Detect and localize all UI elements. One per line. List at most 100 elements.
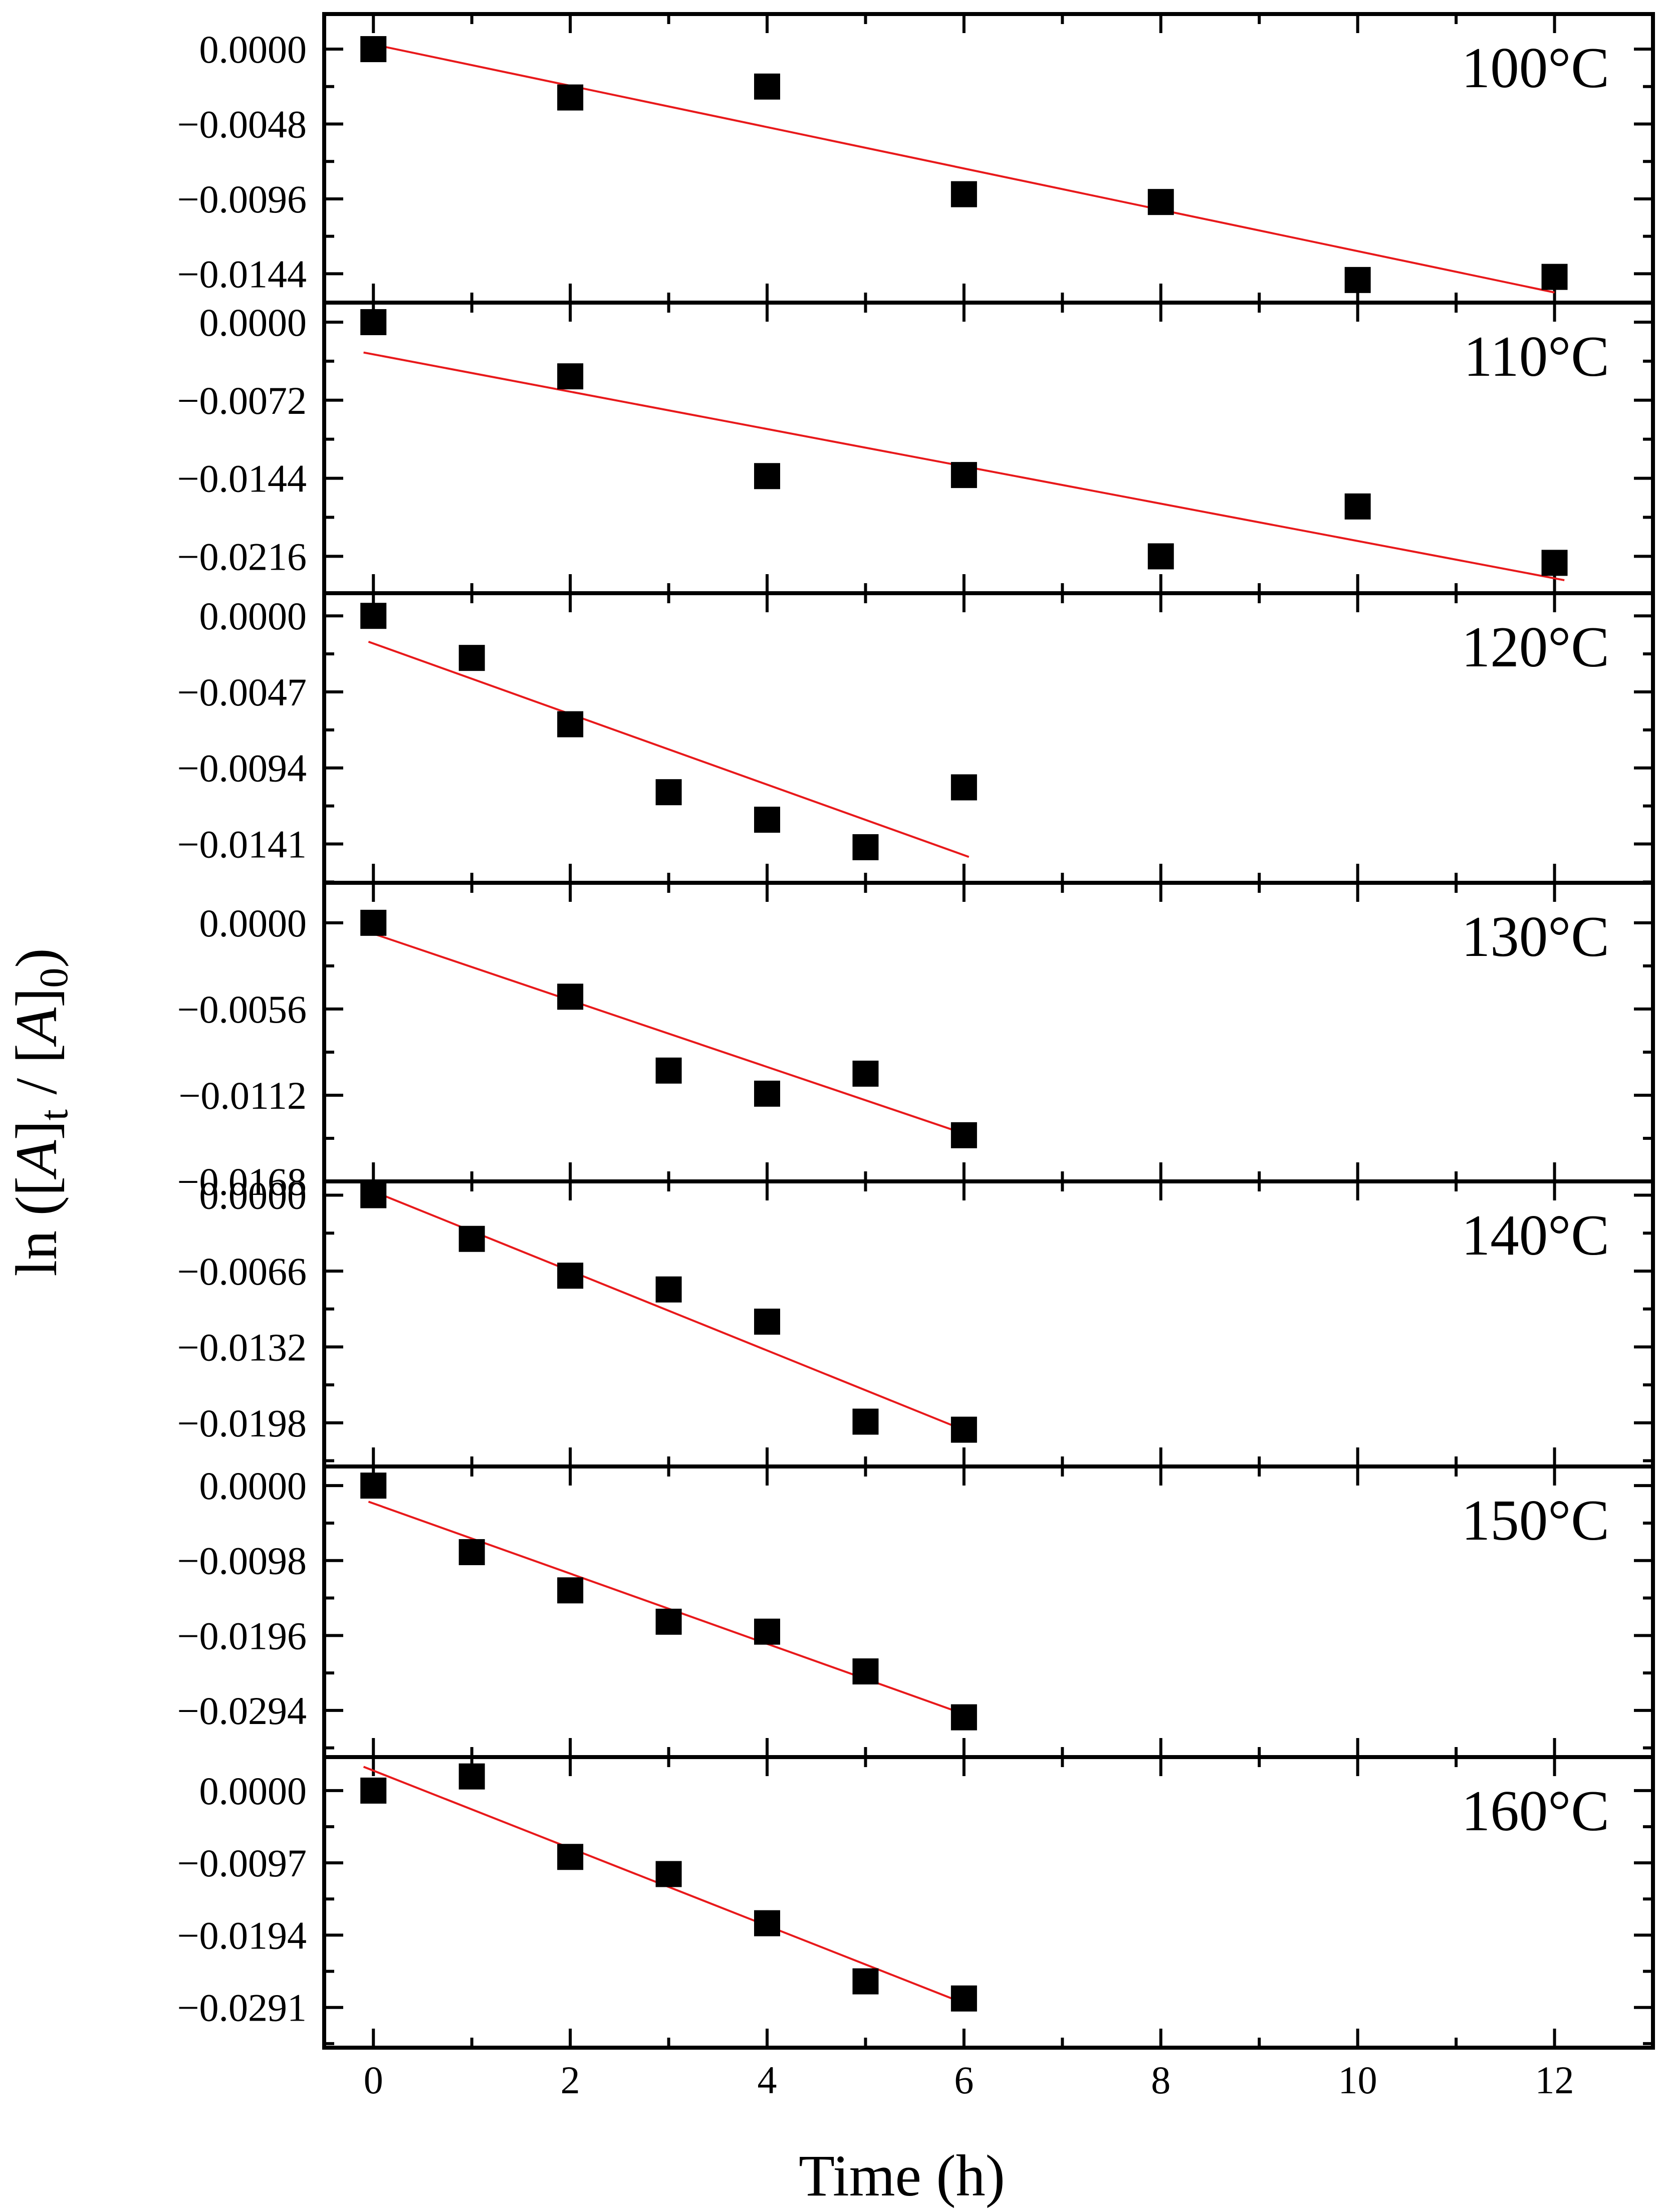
x-tick-label: 8: [1151, 2058, 1170, 2102]
y-axis-title: ln ([A]t / [A]0): [4, 948, 76, 1276]
data-point: [950, 1416, 977, 1443]
y-tick-label: −0.0144: [177, 252, 307, 296]
data-point: [852, 834, 879, 860]
x-tick-label: 2: [561, 2058, 580, 2102]
data-point: [754, 1080, 780, 1107]
data-point: [655, 779, 682, 806]
data-point: [754, 1308, 780, 1335]
panel: 0.0000 −0.0072 −0.0144 −0.0216 110°C: [177, 301, 1655, 595]
data-point: [655, 1057, 682, 1084]
panel-temperature-label: 100°C: [1462, 36, 1609, 100]
fit-line: [373, 43, 1555, 294]
data-point: [458, 1763, 485, 1790]
data-point: [1541, 550, 1568, 576]
fit-line: [368, 931, 970, 1136]
x-axis: 0 2 4 6 8 10 12: [364, 2058, 1574, 2102]
data-point: [1147, 189, 1174, 215]
y-tick-label: 0.0000: [199, 1464, 307, 1508]
panel-frame: [322, 301, 1655, 595]
panel: 0.0000 −0.0097 −0.0194 −0.0291 160°C: [177, 1755, 1655, 2050]
y-tick-label: 0.0000: [199, 594, 307, 638]
data-point: [1344, 493, 1371, 520]
data-point: [1541, 264, 1568, 290]
y-tick-label: −0.0141: [177, 823, 307, 866]
y-tick-label: −0.0098: [177, 1539, 307, 1583]
panel: 0.0000 −0.0066 −0.0132 −0.0198 140°C: [177, 1174, 1655, 1468]
panel: 0.0000 −0.0056 −0.0112 −0.0168 130°C: [177, 881, 1655, 1203]
x-tick-label: 0: [364, 2058, 383, 2102]
data-point: [655, 1861, 682, 1887]
data-point: [557, 363, 584, 390]
panel-frame: [322, 1755, 1655, 2050]
data-point: [950, 774, 977, 801]
panel-frame: [322, 881, 1655, 1183]
y-tick-label: 0.0000: [199, 301, 307, 344]
data-point: [360, 1777, 387, 1804]
data-point: [557, 1263, 584, 1289]
data-point: [557, 711, 584, 738]
y-tick-label: 0.0000: [199, 1174, 307, 1217]
y-tick-label: −0.0112: [178, 1074, 307, 1117]
panel: 0.0000 −0.0048 −0.0096 −0.0144 100°C: [177, 12, 1655, 305]
data-point: [360, 603, 387, 629]
data-point: [852, 1658, 879, 1685]
y-tick-label: −0.0168: [177, 1160, 307, 1203]
data-point: [754, 1618, 780, 1645]
y-tick-label: 0.0000: [199, 28, 307, 71]
y-tick-label: −0.0144: [177, 457, 307, 501]
x-tick-label: 10: [1338, 2058, 1377, 2102]
y-tick-label: −0.0198: [177, 1401, 307, 1445]
panel-temperature-label: 120°C: [1462, 615, 1609, 679]
x-tick-label: 4: [758, 2058, 777, 2102]
data-point: [557, 984, 584, 1010]
y-tick-label: −0.0194: [177, 1913, 307, 1957]
x-axis-title: Time (h): [799, 2143, 1005, 2208]
y-tick-label: −0.0216: [177, 535, 307, 578]
data-point: [360, 909, 387, 936]
x-tick-label: 12: [1535, 2058, 1574, 2102]
panel: 0.0000 −0.0047 −0.0094 −0.0141 120°C: [177, 591, 1655, 885]
data-point: [754, 807, 780, 833]
y-tick-label: −0.0048: [177, 103, 307, 146]
panel-frame: [322, 591, 1655, 885]
panel-temperature-label: 150°C: [1462, 1489, 1609, 1552]
x-tick-label: 6: [954, 2058, 974, 2102]
data-point: [950, 1122, 977, 1148]
data-point: [1344, 267, 1371, 293]
y-tick-label: −0.0056: [177, 988, 307, 1031]
y-axis-title-symbol-1: A: [4, 1140, 69, 1180]
y-tick-label: −0.0096: [177, 177, 307, 221]
panel: 0.0000 −0.0098 −0.0196 −0.0294 150°C: [177, 1464, 1655, 1759]
y-tick-label: −0.0072: [177, 379, 307, 422]
data-point: [852, 1060, 879, 1087]
data-point: [852, 1968, 879, 1995]
fit-line: [368, 1188, 970, 1433]
data-point: [852, 1408, 879, 1435]
panel-temperature-label: 140°C: [1462, 1203, 1609, 1267]
y-axis-title-suffix: ): [4, 948, 69, 967]
y-tick-label: 0.0000: [199, 901, 307, 945]
fit-line: [368, 640, 970, 858]
panel-temperature-label: 110°C: [1464, 325, 1609, 388]
data-point: [754, 73, 780, 100]
y-tick-label: −0.0066: [177, 1250, 307, 1293]
data-point: [458, 1539, 485, 1565]
y-axis-title-prefix: ln ([: [4, 1176, 69, 1277]
data-point: [1147, 543, 1174, 570]
data-point: [655, 1608, 682, 1635]
data-point: [950, 181, 977, 207]
y-axis-title-subscript-1: t: [32, 1109, 76, 1120]
y-tick-label: 0.0000: [199, 1769, 307, 1813]
y-tick-label: −0.0094: [177, 747, 307, 790]
y-tick-label: −0.0132: [177, 1325, 307, 1369]
data-point: [754, 1910, 780, 1936]
data-point: [950, 1704, 977, 1731]
data-point: [360, 1472, 387, 1499]
y-tick-label: −0.0047: [177, 670, 307, 714]
data-point: [360, 1182, 387, 1208]
y-tick-label: −0.0097: [177, 1841, 307, 1885]
data-point: [458, 1225, 485, 1252]
data-point: [950, 462, 977, 488]
panel-frame: [322, 12, 1655, 305]
